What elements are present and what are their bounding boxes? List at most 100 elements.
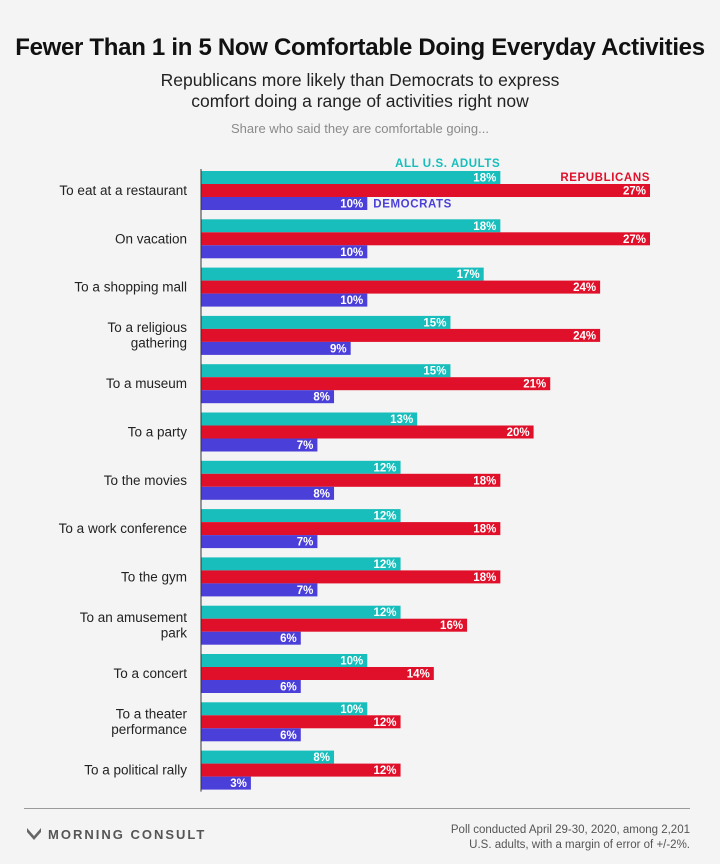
data-label: 7%	[297, 585, 314, 597]
data-label: 20%	[507, 427, 530, 439]
brand-logo: MORNING CONSULT	[26, 826, 206, 842]
bar	[201, 509, 401, 523]
data-label: 7%	[297, 537, 314, 549]
chart-subtitle: Republicans more likely than Democrats t…	[110, 70, 610, 112]
bar	[201, 631, 301, 645]
category-label: To a theater	[116, 707, 188, 722]
data-label: 27%	[623, 186, 646, 198]
category-label: To eat at a restaurant	[59, 183, 187, 198]
data-label: 12%	[374, 717, 397, 729]
bar	[201, 341, 351, 355]
bar	[201, 728, 301, 742]
bar	[201, 293, 368, 307]
bar	[201, 473, 501, 487]
data-label: 16%	[440, 620, 463, 632]
bar	[201, 171, 501, 184]
bar	[201, 763, 401, 777]
data-label: 24%	[573, 330, 596, 342]
category-label: On vacation	[115, 231, 187, 246]
source-line-1: Poll conducted April 29-30, 2020, among …	[450, 824, 690, 836]
data-label: 12%	[374, 511, 397, 523]
data-label: 14%	[407, 669, 430, 681]
bar	[201, 219, 501, 233]
bar	[201, 377, 551, 391]
data-label: 18%	[473, 221, 496, 233]
bar-chart: To eat at a restaurant 18% 27% 10% On vacati…	[59, 158, 651, 792]
data-label: 8%	[313, 752, 330, 764]
data-label: 18%	[473, 572, 496, 584]
data-label: 8%	[313, 488, 330, 500]
data-label: 18%	[473, 475, 496, 487]
bar	[201, 654, 368, 667]
data-label: 18%	[473, 524, 496, 536]
legend-republicans: REPUBLICANS	[560, 172, 650, 184]
bar	[201, 702, 368, 716]
bar	[201, 535, 318, 549]
brand-name: MORNING CONSULT	[48, 826, 207, 842]
legend-democrats: DEMOCRATS	[373, 199, 452, 211]
category-label: To a work conference	[59, 521, 187, 536]
category-label: To a concert	[113, 666, 187, 681]
bar	[201, 715, 401, 729]
data-label: 21%	[523, 379, 546, 391]
data-label: 27%	[623, 234, 646, 246]
data-label: 10%	[340, 199, 363, 211]
chart-title: Fewer Than 1 in 5 Now Comfortable Doing …	[15, 34, 705, 61]
source-note: Poll conducted April 29-30, 2020, among …	[370, 823, 690, 853]
data-label: 6%	[280, 730, 297, 742]
category-label: performance	[111, 722, 187, 737]
bar	[201, 570, 501, 584]
data-label: 13%	[390, 414, 413, 426]
data-label: 10%	[340, 656, 363, 668]
category-label: To an amusement	[80, 610, 188, 625]
data-label: 3%	[230, 778, 247, 790]
subtitle-line-1: Republicans more likely than Democrats t…	[160, 70, 560, 90]
category-label: gathering	[131, 336, 187, 351]
bar	[201, 184, 651, 197]
bar	[201, 557, 401, 571]
bar	[201, 750, 335, 764]
category-label: To a religious	[107, 320, 187, 335]
bar	[201, 267, 484, 281]
category-label: To a party	[128, 425, 188, 440]
data-label: 10%	[340, 247, 363, 259]
bar	[201, 460, 401, 474]
bar	[201, 605, 401, 619]
data-label: 10%	[340, 704, 363, 716]
bar	[201, 280, 601, 294]
bar	[201, 522, 501, 536]
bar	[201, 364, 451, 378]
category-label: To a shopping mall	[74, 280, 187, 295]
data-label: 15%	[423, 317, 446, 329]
bar	[201, 315, 451, 329]
footer-divider	[24, 808, 690, 809]
bar	[201, 618, 468, 632]
data-label: 12%	[374, 559, 397, 571]
bar	[201, 486, 335, 500]
data-label: 17%	[457, 269, 480, 281]
data-label: 12%	[374, 765, 397, 777]
category-label: To a museum	[106, 376, 187, 391]
legend-all-adults: ALL U.S. ADULTS	[395, 158, 500, 170]
category-label: park	[161, 625, 188, 640]
bar	[201, 438, 318, 452]
category-label: To the movies	[104, 473, 188, 488]
data-label: 6%	[280, 682, 297, 694]
category-label: To a political rally	[84, 763, 187, 778]
bar	[201, 776, 251, 790]
data-label: 12%	[374, 462, 397, 474]
bar	[201, 583, 318, 597]
bar	[201, 245, 368, 259]
bar	[201, 232, 651, 246]
data-label: 15%	[423, 366, 446, 378]
data-label: 6%	[280, 633, 297, 645]
bar	[201, 390, 335, 404]
subtitle-line-2: comfort doing a range of activities righ…	[191, 91, 529, 111]
data-label: 24%	[573, 282, 596, 294]
morning-consult-logo-icon	[27, 828, 41, 840]
chart-note: Share who said they are comfortable goin…	[231, 121, 489, 136]
source-line-2: U.S. adults, with a margin of error of +…	[469, 839, 690, 851]
data-label: 12%	[374, 607, 397, 619]
data-label: 7%	[297, 440, 314, 452]
data-label: 10%	[340, 295, 363, 307]
